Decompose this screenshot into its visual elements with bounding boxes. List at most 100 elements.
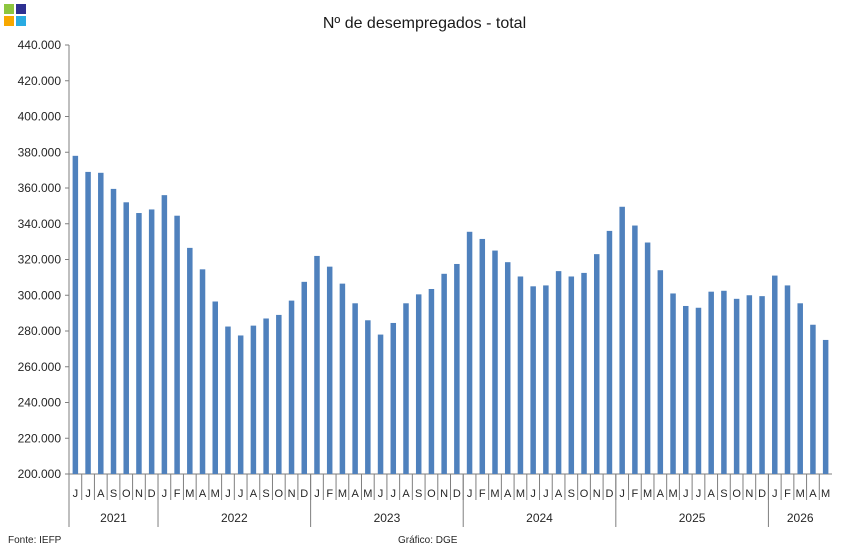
year-label: 2022 (221, 511, 248, 525)
bar (415, 294, 422, 474)
bar (237, 335, 244, 474)
bar (365, 320, 371, 474)
month-tick-label: J (772, 488, 778, 500)
bar (644, 242, 651, 474)
bar (695, 307, 702, 474)
month-tick-label: S (568, 488, 575, 500)
year-label: 2024 (526, 511, 553, 525)
bar (136, 213, 142, 474)
bar (543, 285, 549, 474)
bar (568, 276, 575, 474)
logo-square-navy (16, 4, 26, 14)
logo-square-blue (16, 16, 26, 26)
month-tick-label: F (784, 488, 791, 500)
month-tick-label: J (543, 488, 549, 500)
bar (657, 270, 664, 474)
bar (772, 275, 778, 474)
month-tick-label: O (732, 488, 741, 500)
bar (428, 288, 435, 474)
year-label: 2025 (679, 511, 706, 525)
bar (619, 206, 625, 475)
month-tick-label: N (745, 488, 753, 500)
month-tick-label: A (708, 488, 716, 500)
chart-title: Nº de desempregados - total (322, 15, 527, 32)
bar (517, 276, 524, 474)
month-tick-label: F (174, 488, 181, 500)
bar (161, 195, 168, 474)
logo-square-orange (4, 16, 14, 26)
bar (98, 172, 104, 474)
month-tick-label: O (580, 488, 589, 500)
bar (187, 247, 193, 474)
bar (225, 326, 231, 474)
month-tick-label: J (85, 488, 91, 500)
month-tick-label: M (516, 488, 525, 500)
y-tick-label: 200.000 (18, 467, 62, 481)
month-tick-label: A (250, 488, 258, 500)
bar (288, 300, 295, 474)
bar (263, 318, 269, 474)
month-tick-label: J (467, 488, 473, 500)
month-tick-label: A (97, 488, 105, 500)
bar (199, 269, 206, 474)
month-tick-label: N (135, 488, 143, 500)
month-tick-label: O (275, 488, 284, 500)
bar (670, 293, 676, 474)
bar (276, 314, 282, 474)
bar (250, 325, 257, 474)
month-tick-label: O (122, 488, 131, 500)
y-tick-label: 260.000 (18, 360, 62, 374)
bar (708, 291, 714, 474)
month-tick-label: J (696, 488, 702, 500)
bar (759, 296, 765, 474)
month-tick-label: O (427, 488, 436, 500)
source-note: Fonte: IEFP (8, 535, 62, 546)
month-tick-label: D (758, 488, 766, 500)
y-tick-label: 440.000 (18, 38, 62, 52)
month-tick-label: D (605, 488, 613, 500)
month-tick-label: M (338, 488, 347, 500)
year-label: 2021 (100, 511, 127, 525)
month-tick-label: F (632, 488, 639, 500)
bar (530, 286, 536, 474)
bar (746, 295, 753, 474)
bar (403, 303, 409, 474)
bar (377, 334, 384, 474)
month-tick-label: D (300, 488, 308, 500)
month-tick-label: M (211, 488, 220, 500)
month-tick-label: F (479, 488, 486, 500)
logo (4, 4, 26, 26)
month-tick-label: A (555, 488, 563, 500)
month-tick-label: J (225, 488, 231, 500)
bar (85, 171, 91, 474)
year-label: 2026 (787, 511, 814, 525)
bar (339, 283, 346, 474)
y-tick-label: 360.000 (18, 181, 62, 195)
bar (466, 231, 473, 474)
bar (683, 305, 689, 474)
month-tick-label: S (110, 488, 117, 500)
bar (174, 215, 180, 475)
y-tick-label: 400.000 (18, 110, 62, 124)
bar (822, 339, 829, 474)
month-tick-label: J (619, 488, 625, 500)
y-tick-label: 240.000 (18, 396, 62, 410)
bar (581, 272, 587, 474)
month-tick-label: S (415, 488, 422, 500)
bar (390, 322, 397, 474)
month-tick-label: M (363, 488, 372, 500)
month-tick-label: M (821, 488, 830, 500)
month-tick-label: M (490, 488, 499, 500)
month-tick-label: J (530, 488, 536, 500)
bar (72, 155, 79, 474)
bar (593, 254, 600, 474)
month-tick-label: A (351, 488, 359, 500)
year-label: 2023 (374, 511, 401, 525)
month-tick-label: S (262, 488, 269, 500)
bar (301, 281, 308, 474)
y-tick-label: 340.000 (18, 217, 62, 231)
month-tick-label: N (593, 488, 601, 500)
bar (632, 225, 638, 474)
bar (721, 290, 727, 474)
